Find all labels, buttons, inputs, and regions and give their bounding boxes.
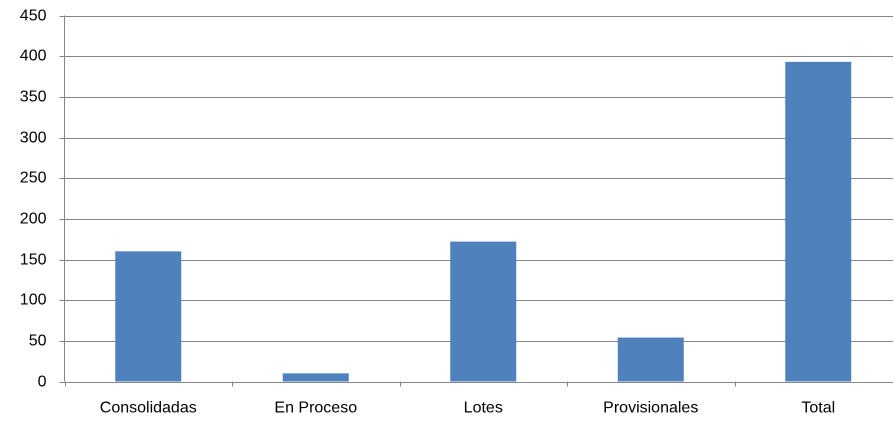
bar	[115, 251, 182, 382]
bar	[785, 61, 852, 382]
y-tick-label: 250	[20, 170, 47, 187]
y-tick-label: 350	[20, 89, 47, 106]
x-tick-label: Lotes	[464, 400, 503, 417]
x-tick-label: En Proceso	[274, 400, 357, 417]
bar	[450, 241, 517, 382]
bar	[617, 337, 684, 382]
x-tick-label: Provisionales	[603, 400, 698, 417]
y-tick-label: 100	[20, 292, 47, 309]
y-tick-label: 150	[20, 252, 47, 269]
y-tick-label: 200	[20, 211, 47, 228]
x-tick-label: Total	[801, 400, 835, 417]
bar	[282, 373, 349, 382]
y-tick-label: 400	[20, 48, 47, 65]
y-tick-label: 0	[38, 374, 47, 391]
y-tick-label: 450	[20, 8, 47, 25]
y-tick-label: 300	[20, 130, 47, 147]
x-tick-label: Consolidadas	[100, 400, 197, 417]
y-tick-label: 50	[29, 333, 47, 350]
